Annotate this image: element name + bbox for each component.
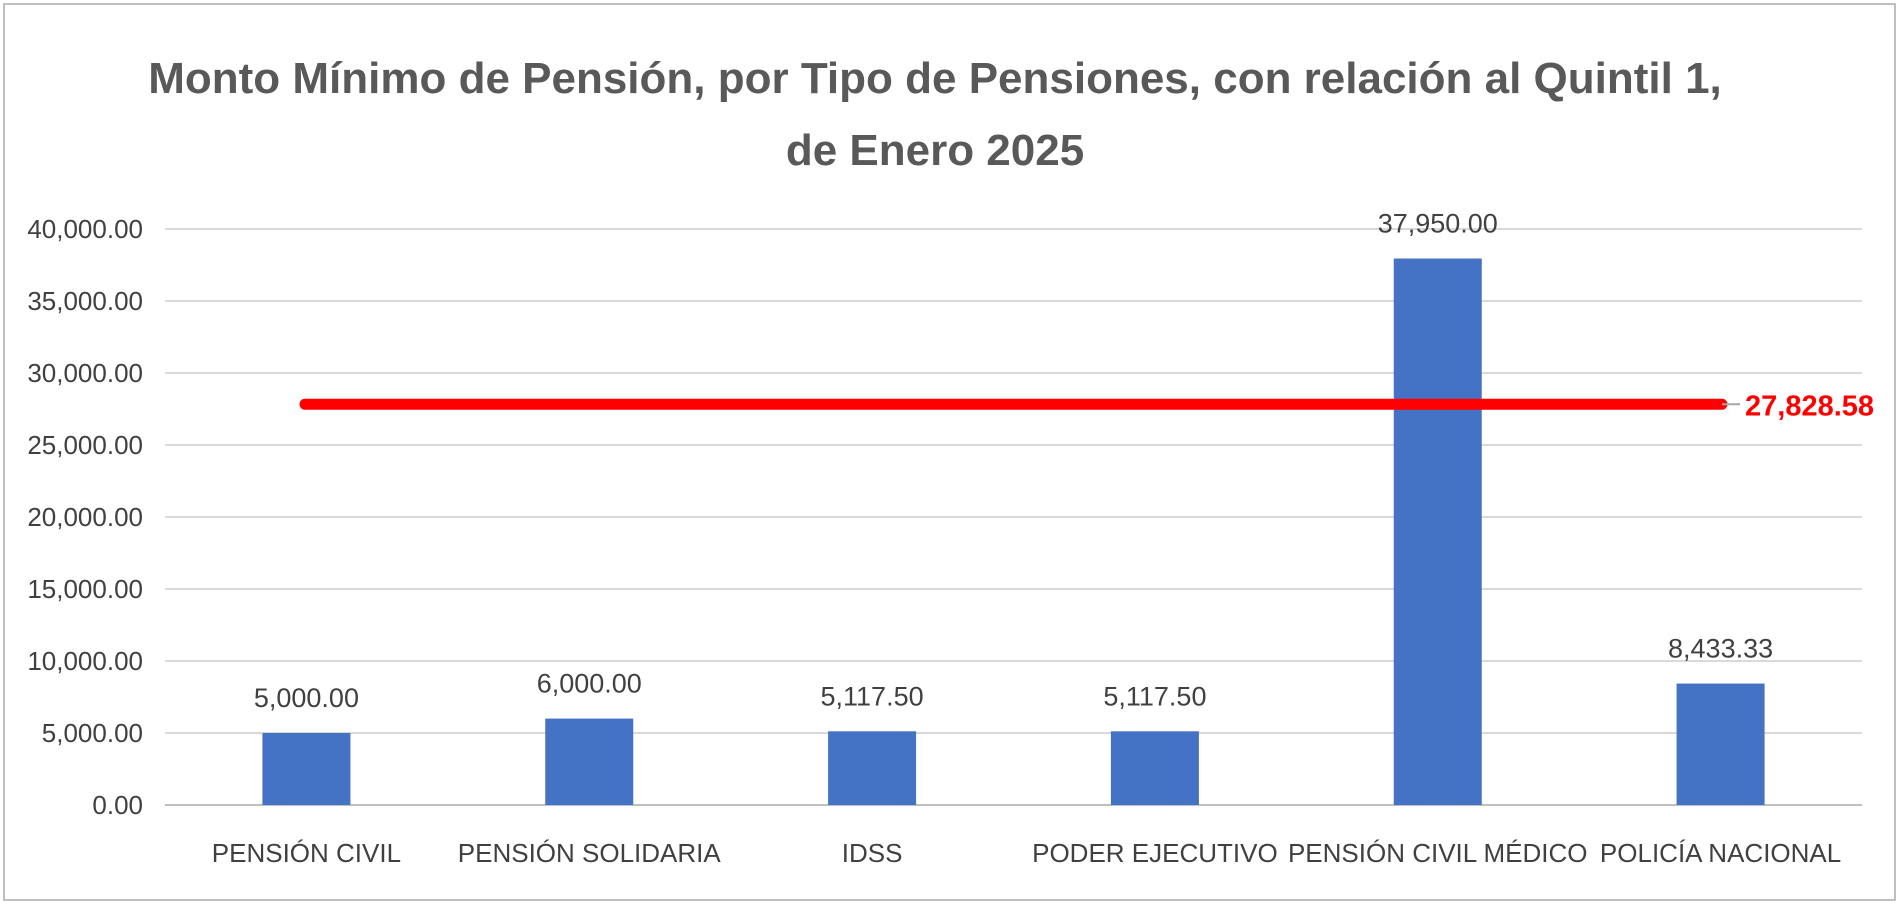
category-labels: PENSIÓN CIVIL PENSIÓN SOLIDARIA IDSS PODER … [212, 838, 1841, 868]
data-label: 5,117.50 [821, 681, 924, 711]
y-tick-label: 10,000.00 [27, 646, 143, 676]
y-tick-label: 5,000.00 [42, 718, 143, 748]
data-label: 8,433.33 [1668, 634, 1773, 664]
y-tick-label: 40,000.00 [27, 214, 143, 244]
y-tick-label: 25,000.00 [27, 430, 143, 460]
y-tick-label: 30,000.00 [27, 358, 143, 388]
y-tick-label: 0.00 [92, 790, 143, 820]
bar [1393, 258, 1482, 805]
y-tick-label: 15,000.00 [27, 574, 143, 604]
data-label: 5,117.50 [1103, 681, 1206, 711]
category-label: PENSIÓN SOLIDARIA [458, 838, 722, 868]
y-axis-ticks: 0.00 5,000.00 10,000.00 15,000.00 20,000.00 2… [27, 214, 143, 820]
data-label: 37,950.00 [1378, 209, 1498, 239]
y-tick-label: 20,000.00 [27, 502, 143, 532]
category-label: POLICÍA NACIONAL [1600, 838, 1841, 868]
chart-title: Monto Mínimo de Pensión, por Tipo de Pen… [148, 54, 1722, 175]
gridlines [165, 228, 1862, 806]
category-label: PENSIÓN CIVIL MÉDICO [1288, 838, 1588, 868]
category-label: IDSS [842, 838, 903, 868]
bar [262, 733, 351, 805]
bar [1110, 731, 1199, 805]
reference-line-label: 27,828.58 [1745, 390, 1874, 422]
y-tick-label: 35,000.00 [27, 286, 143, 316]
data-labels: 5,000.00 6,000.00 5,117.50 5,117.50 37,950.0… [254, 209, 1773, 713]
data-label: 5,000.00 [254, 683, 359, 713]
data-label: 6,000.00 [537, 669, 642, 699]
bar [828, 731, 917, 805]
bars [262, 258, 1765, 805]
bar [1676, 683, 1765, 805]
bar [545, 718, 634, 805]
reference-line-group: 27,828.58 [299, 390, 1874, 422]
category-label: PENSIÓN CIVIL [212, 838, 401, 868]
category-label: PODER EJECUTIVO [1032, 838, 1278, 868]
